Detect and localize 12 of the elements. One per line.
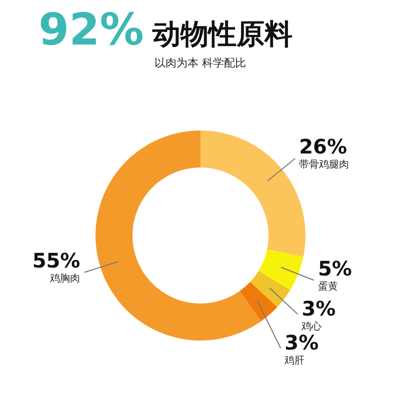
data-label: 55% — [32, 248, 80, 272]
chart-subtitle: 以肉为本 科学配比 — [154, 56, 246, 70]
data-label: 3% — [284, 330, 319, 354]
data-label: 3% — [302, 296, 336, 320]
slice-label: 蛋黄 — [318, 280, 338, 292]
chart-title: 92% 动物性原料 — [38, 4, 292, 56]
slice-label: 鸡心 — [300, 320, 322, 332]
data-label: 26% — [299, 134, 348, 159]
slice-label: 带骨鸡腿肉 — [299, 158, 350, 171]
data-label: 5% — [318, 256, 352, 280]
slice-label: 鸡胸肉 — [49, 272, 80, 284]
slice-label: 鸡肝 — [284, 355, 305, 366]
